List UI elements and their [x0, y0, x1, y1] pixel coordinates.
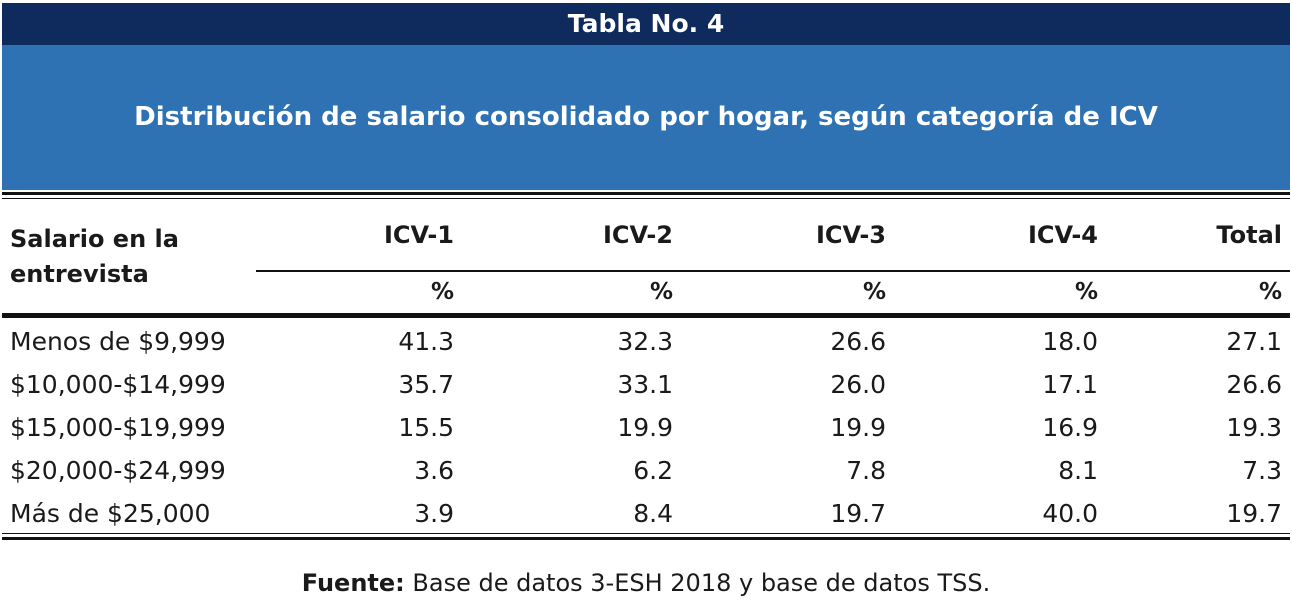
column-header-icv2: ICV-2 [602, 221, 673, 249]
cell-icv1: 41.3 [398, 327, 454, 356]
row-header-label: Salario en la entrevista [10, 225, 179, 288]
cell-icv4: 17.1 [1042, 370, 1098, 399]
top-rule-thin [2, 198, 1290, 199]
unit-icv3: % [862, 279, 886, 305]
cell-icv2: 8.4 [633, 499, 673, 528]
cell-icv3: 19.9 [830, 413, 886, 442]
column-header-icv3: ICV-3 [815, 221, 886, 249]
cell-total: 19.7 [1226, 499, 1282, 528]
cell-icv4: 8.1 [1058, 456, 1098, 485]
cell-icv4: 18.0 [1042, 327, 1098, 356]
cell-icv1: 35.7 [398, 370, 454, 399]
column-header-icv4: ICV-4 [1027, 221, 1098, 249]
cell-icv1: 3.9 [414, 499, 454, 528]
cell-icv3: 26.0 [830, 370, 886, 399]
unit-icv2: % [649, 279, 673, 305]
cell-icv4: 40.0 [1042, 499, 1098, 528]
cell-icv2: 33.1 [617, 370, 673, 399]
source-note: Fuente: Base de datos 3-ESH 2018 y base … [0, 565, 1292, 601]
row-label: Más de $25,000 [10, 499, 211, 528]
row-label: $15,000-$19,999 [10, 413, 226, 442]
cell-icv3: 7.8 [846, 456, 886, 485]
row-label: $20,000-$24,999 [10, 456, 226, 485]
row-label: $10,000-$14,999 [10, 370, 226, 399]
table-row: $15,000-$19,999 15.5 19.9 19.9 16.9 19.3 [0, 406, 1292, 449]
table-row: Menos de $9,999 41.3 32.3 26.6 18.0 27.1 [0, 320, 1292, 363]
row-label: Menos de $9,999 [10, 327, 226, 356]
unit-total: % [1258, 279, 1282, 305]
column-header-icv1: ICV-1 [383, 221, 454, 249]
cell-total: 27.1 [1226, 327, 1282, 356]
table-row: Más de $25,000 3.9 8.4 19.7 40.0 19.7 [0, 492, 1292, 535]
bottom-rule-thin [2, 533, 1290, 534]
unit-icv4: % [1074, 279, 1098, 305]
cell-icv4: 16.9 [1042, 413, 1098, 442]
cell-icv1: 3.6 [414, 456, 454, 485]
cell-total: 7.3 [1242, 456, 1282, 485]
top-rule-thick [2, 192, 1290, 195]
cell-icv1: 15.5 [398, 413, 454, 442]
bottom-rule-thick [2, 537, 1290, 540]
source-text: Base de datos 3-ESH 2018 y base de datos… [412, 569, 991, 597]
cell-total: 19.3 [1226, 413, 1282, 442]
table-number-title: Tabla No. 4 [2, 3, 1290, 45]
cell-icv2: 19.9 [617, 413, 673, 442]
table-row: $10,000-$14,999 35.7 33.1 26.0 17.1 26.6 [0, 363, 1292, 406]
header-underline [256, 270, 1290, 272]
column-header-total: Total [1216, 221, 1282, 249]
table-row: $20,000-$24,999 3.6 6.2 7.8 8.1 7.3 [0, 449, 1292, 492]
unit-icv1: % [430, 279, 454, 305]
cell-icv3: 26.6 [830, 327, 886, 356]
cell-icv3: 19.7 [830, 499, 886, 528]
table-title: Distribución de salario consolidado por … [2, 45, 1290, 190]
header-bottom-rule [2, 313, 1290, 318]
source-label: Fuente: [301, 569, 405, 597]
cell-icv2: 6.2 [633, 456, 673, 485]
cell-total: 26.6 [1226, 370, 1282, 399]
cell-icv2: 32.3 [617, 327, 673, 356]
